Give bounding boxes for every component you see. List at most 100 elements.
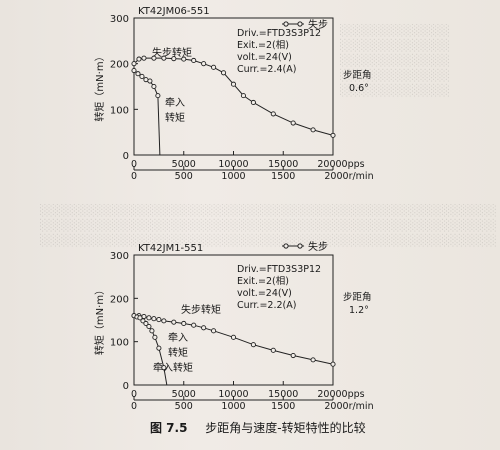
data-point <box>230 334 237 340</box>
data-point <box>136 56 142 62</box>
x-tick-label: 0 <box>131 159 137 170</box>
driver-info-line: volt.=24(V) <box>237 52 292 63</box>
legend-label: 失步 <box>308 18 328 31</box>
step-angle-value: 1.2° <box>349 305 369 316</box>
bleed-through-text: ░░░░░░░░░░░░░ ░░░░░░░░░░░░░ ░░░░░░░░░░░░… <box>340 24 450 97</box>
data-point <box>201 325 207 331</box>
data-point <box>220 70 227 76</box>
legend-label: 失步 <box>308 240 328 253</box>
legend-marker <box>283 243 289 249</box>
data-point <box>171 319 177 325</box>
data-point <box>146 323 152 330</box>
data-point <box>137 315 143 321</box>
data-point <box>211 64 217 70</box>
y-axis-label: 转矩（mN·m） <box>93 285 106 355</box>
secondary-x-tick-label: 2000r/min <box>324 171 373 182</box>
data-point <box>152 334 158 340</box>
series-line <box>133 70 161 156</box>
x-tick-label: 20000pps <box>317 159 364 170</box>
secondary-x-tick-label: 500 <box>175 171 193 182</box>
secondary-x-tick-label: 500 <box>175 401 193 412</box>
curve-annotation: 失步转矩 <box>152 46 192 59</box>
data-point <box>250 99 256 106</box>
data-point <box>156 317 162 323</box>
data-point <box>310 357 316 363</box>
y-tick-label: 100 <box>110 105 129 116</box>
data-point <box>151 316 157 322</box>
driver-info-line: Curr.=2.2(A) <box>237 300 296 311</box>
data-point <box>155 93 161 99</box>
chart-title: KT42JM06-551 <box>138 6 210 17</box>
data-point <box>143 320 149 327</box>
data-point <box>135 71 141 77</box>
x-tick-label: 15000 <box>268 389 298 400</box>
x-tick-label: 10000 <box>218 389 248 400</box>
data-point <box>151 55 157 61</box>
curve-annotation: 转矩 <box>168 346 188 359</box>
x-tick-label: 15000 <box>268 159 298 170</box>
data-point <box>156 345 162 351</box>
driver-info-line: Curr.=2.4(A) <box>237 64 296 75</box>
series-line <box>133 57 334 136</box>
driver-info-line: volt.=24(V) <box>237 288 292 299</box>
x-tick-label: 5000 <box>172 389 196 400</box>
data-point <box>181 320 187 327</box>
curve-annotation: 牵入 <box>165 97 185 109</box>
secondary-x-tick-label: 0 <box>131 171 137 182</box>
secondary-x-tick-label: 0 <box>131 401 137 412</box>
data-point <box>330 361 336 367</box>
data-point <box>211 328 217 334</box>
data-point <box>230 81 237 87</box>
y-tick-label: 200 <box>110 294 129 305</box>
x-tick-label: 10000 <box>218 159 248 170</box>
data-point <box>131 61 137 67</box>
data-point <box>290 352 296 359</box>
curve-annotation: 牵入转矩 <box>153 361 193 374</box>
data-point <box>270 111 276 117</box>
data-point <box>330 132 336 138</box>
curve-annotation: 失步转矩 <box>181 303 221 316</box>
data-point <box>171 56 177 62</box>
data-point <box>201 61 207 67</box>
secondary-x-tick-label: 1000 <box>221 171 245 182</box>
data-point <box>149 328 155 334</box>
curve-annotation: 转矩 <box>165 111 185 124</box>
legend-marker <box>297 21 303 27</box>
caption-text: 步距角与速度-转矩特性的比较 <box>205 421 366 435</box>
y-axis-label: 转矩（mN·m） <box>93 51 106 121</box>
y-tick-label: 200 <box>110 60 129 71</box>
y-tick-label: 0 <box>123 381 129 392</box>
secondary-x-tick-label: 1500 <box>271 171 295 182</box>
data-point <box>161 55 167 61</box>
data-point <box>270 347 276 353</box>
data-point <box>139 73 145 80</box>
chart-title: KT42JM1-551 <box>138 243 203 254</box>
step-angle-label: 步距角 <box>343 291 372 303</box>
bleed-through-text: ░░░░░░░░░░░░░░░░░░░░░░░░░░░░░░░░░░░░░░░░… <box>40 204 497 247</box>
caption-number: 图 7.5 <box>150 421 188 435</box>
driver-info-line: Exit.=2(相) <box>237 39 289 51</box>
data-point <box>151 83 157 90</box>
x-tick-label: 5000 <box>172 159 196 170</box>
step-angle-value: 0.6° <box>349 83 369 94</box>
y-tick-label: 300 <box>110 14 129 25</box>
data-point <box>290 120 296 126</box>
data-point <box>310 127 316 133</box>
data-point <box>191 57 197 64</box>
curve-annotation: 牵入 <box>168 332 188 344</box>
data-point <box>147 78 153 84</box>
y-tick-label: 300 <box>110 251 129 262</box>
data-point <box>146 315 152 321</box>
data-point <box>191 322 197 328</box>
data-point <box>250 342 256 348</box>
legend-marker <box>297 243 303 249</box>
secondary-x-tick-label: 1500 <box>271 401 295 412</box>
data-point <box>131 67 137 74</box>
y-tick-label: 0 <box>123 151 129 162</box>
data-point <box>240 93 246 99</box>
step-angle-label: 步距角 <box>343 69 372 81</box>
y-tick-label: 100 <box>110 338 129 349</box>
driver-info-line: Exit.=2(相) <box>237 275 289 287</box>
data-point <box>141 55 147 61</box>
